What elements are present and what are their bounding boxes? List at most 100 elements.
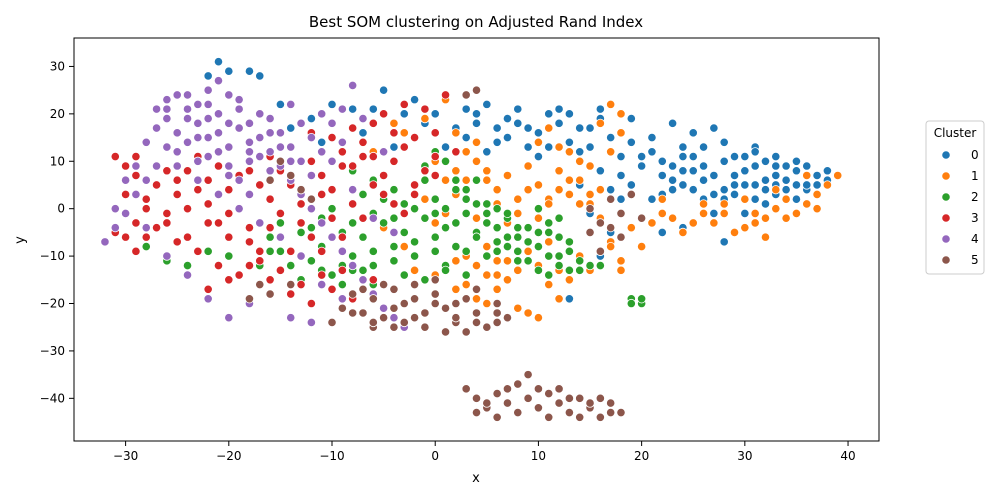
point-cluster-3 bbox=[348, 199, 358, 209]
legend-label-0: 0 bbox=[971, 148, 979, 162]
point-cluster-5 bbox=[585, 398, 595, 408]
point-cluster-5 bbox=[595, 218, 605, 228]
point-cluster-5 bbox=[595, 393, 605, 403]
point-cluster-3 bbox=[224, 208, 234, 219]
point-cluster-2 bbox=[420, 175, 430, 185]
point-cluster-2 bbox=[502, 232, 513, 242]
point-cluster-5 bbox=[606, 407, 616, 418]
point-cluster-3 bbox=[162, 208, 172, 219]
point-cluster-5 bbox=[492, 298, 502, 309]
point-cluster-2 bbox=[337, 279, 347, 290]
point-cluster-2 bbox=[358, 265, 368, 275]
point-cluster-3 bbox=[255, 180, 265, 190]
point-cluster-0 bbox=[698, 175, 709, 185]
point-cluster-3 bbox=[162, 218, 172, 228]
point-cluster-0 bbox=[379, 85, 389, 95]
point-cluster-4 bbox=[141, 223, 151, 233]
point-cluster-0 bbox=[791, 166, 802, 176]
point-cluster-1 bbox=[554, 294, 564, 304]
point-cluster-3 bbox=[317, 189, 327, 200]
point-cluster-1 bbox=[698, 208, 709, 219]
point-cluster-0 bbox=[554, 104, 564, 114]
point-cluster-2 bbox=[513, 232, 523, 242]
point-cluster-0 bbox=[667, 185, 678, 195]
point-cluster-0 bbox=[533, 151, 544, 162]
point-cluster-0 bbox=[771, 170, 781, 181]
point-cluster-1 bbox=[616, 256, 626, 266]
y-tick-label: −10 bbox=[40, 249, 65, 263]
point-cluster-3 bbox=[306, 156, 316, 166]
point-cluster-1 bbox=[420, 114, 430, 124]
point-cluster-4 bbox=[306, 132, 316, 143]
point-cluster-3 bbox=[244, 223, 255, 233]
point-cluster-0 bbox=[740, 166, 750, 176]
point-cluster-1 bbox=[471, 213, 482, 223]
point-cluster-4 bbox=[306, 317, 316, 328]
point-cluster-3 bbox=[368, 275, 378, 285]
point-cluster-0 bbox=[729, 189, 740, 200]
point-cluster-3 bbox=[317, 170, 327, 181]
point-cluster-3 bbox=[193, 246, 203, 256]
point-cluster-2 bbox=[275, 218, 286, 228]
point-cluster-0 bbox=[358, 128, 368, 138]
point-cluster-5 bbox=[513, 407, 523, 418]
point-cluster-3 bbox=[275, 208, 286, 219]
point-cluster-2 bbox=[595, 260, 605, 271]
point-cluster-4 bbox=[234, 123, 244, 133]
point-cluster-1 bbox=[781, 213, 791, 223]
point-cluster-2 bbox=[348, 218, 358, 228]
point-cluster-1 bbox=[523, 185, 533, 195]
x-tick-label: 40 bbox=[840, 449, 855, 463]
point-cluster-4 bbox=[182, 114, 193, 124]
point-cluster-5 bbox=[420, 322, 430, 332]
point-cluster-4 bbox=[162, 104, 172, 114]
point-cluster-0 bbox=[368, 104, 378, 114]
point-cluster-0 bbox=[513, 118, 523, 128]
point-cluster-4 bbox=[182, 104, 193, 114]
point-cluster-2 bbox=[296, 227, 306, 237]
point-cluster-2 bbox=[523, 223, 533, 233]
point-cluster-1 bbox=[812, 189, 822, 200]
point-cluster-1 bbox=[595, 118, 605, 128]
point-cluster-0 bbox=[802, 161, 812, 171]
point-cluster-1 bbox=[740, 194, 750, 204]
point-cluster-2 bbox=[513, 223, 523, 233]
point-cluster-0 bbox=[667, 175, 678, 185]
point-cluster-4 bbox=[172, 128, 182, 138]
point-cluster-4 bbox=[131, 189, 141, 200]
point-cluster-5 bbox=[409, 279, 420, 290]
point-cluster-2 bbox=[368, 260, 378, 271]
point-cluster-5 bbox=[399, 317, 409, 328]
point-cluster-4 bbox=[172, 161, 182, 171]
point-cluster-3 bbox=[286, 246, 296, 256]
point-cluster-2 bbox=[482, 218, 492, 228]
point-cluster-1 bbox=[616, 109, 626, 119]
point-cluster-0 bbox=[626, 180, 636, 190]
point-cluster-4 bbox=[255, 132, 265, 143]
point-cluster-4 bbox=[379, 147, 389, 157]
x-tick-label: 0 bbox=[431, 449, 439, 463]
point-cluster-0 bbox=[244, 66, 255, 76]
point-cluster-5 bbox=[389, 303, 399, 313]
point-cluster-4 bbox=[275, 232, 286, 242]
point-cluster-1 bbox=[389, 118, 399, 128]
point-cluster-4 bbox=[151, 104, 162, 114]
point-cluster-5 bbox=[626, 189, 636, 200]
point-cluster-3 bbox=[203, 199, 213, 209]
point-cluster-2 bbox=[461, 185, 471, 195]
point-cluster-3 bbox=[296, 218, 306, 228]
point-cluster-4 bbox=[110, 223, 120, 233]
point-cluster-3 bbox=[286, 289, 296, 299]
point-cluster-4 bbox=[203, 151, 213, 162]
point-cluster-3 bbox=[110, 151, 120, 162]
point-cluster-4 bbox=[182, 90, 193, 100]
y-tick-label: −20 bbox=[40, 297, 65, 311]
point-cluster-1 bbox=[461, 175, 471, 185]
point-cluster-1 bbox=[482, 166, 492, 176]
point-cluster-1 bbox=[833, 170, 843, 181]
point-cluster-2 bbox=[409, 251, 420, 261]
point-cluster-4 bbox=[244, 147, 255, 157]
point-cluster-0 bbox=[781, 161, 791, 171]
point-cluster-4 bbox=[162, 114, 172, 124]
point-cluster-0 bbox=[606, 185, 616, 195]
